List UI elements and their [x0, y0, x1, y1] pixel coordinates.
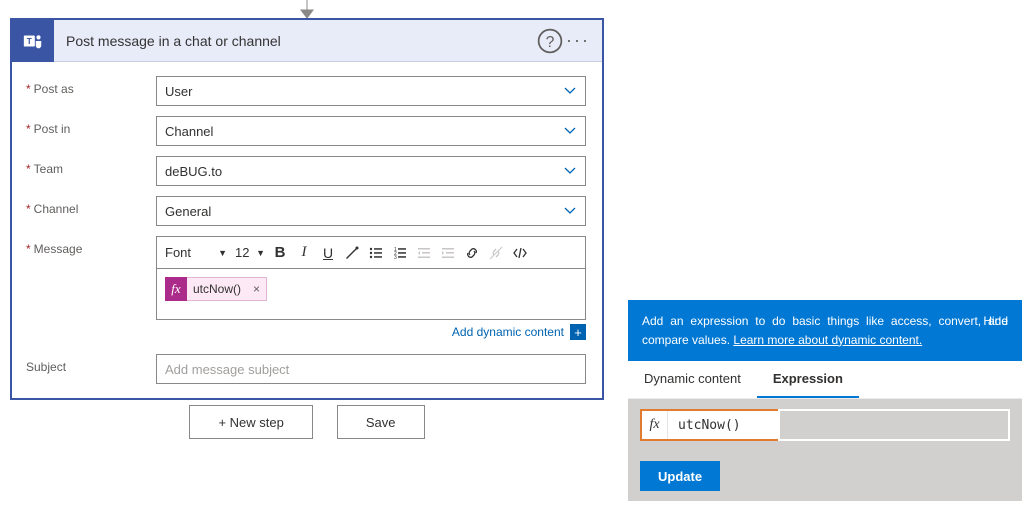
add-badge-icon[interactable]: +	[570, 324, 586, 340]
chevron-down-icon	[563, 124, 577, 138]
remove-token-icon[interactable]: ×	[247, 282, 266, 296]
card-title: Post message in a chat or channel	[54, 33, 536, 49]
select-value: Channel	[165, 124, 213, 139]
new-step-button[interactable]: + New step	[189, 405, 312, 439]
font-dropdown[interactable]: Font▼	[161, 241, 231, 265]
action-card: T Post message in a chat or channel ? ··…	[10, 18, 604, 400]
tab-dynamic-content[interactable]: Dynamic content	[628, 361, 757, 398]
editor-toolbar: Font▼ 12▼ B I U 123	[157, 237, 585, 269]
field-channel: *Channel General	[26, 196, 586, 226]
field-post-as: *Post as User	[26, 76, 586, 106]
expression-panel: Hide Add an expression to do basic thing…	[628, 300, 1022, 501]
fx-icon: fx	[642, 411, 668, 439]
chevron-down-icon	[563, 84, 577, 98]
channel-select[interactable]: General	[156, 196, 586, 226]
field-message: *Message Font▼ 12▼ B I U 123	[26, 236, 586, 344]
bullet-list-button[interactable]	[365, 242, 387, 264]
chevron-down-icon	[563, 164, 577, 178]
underline-button[interactable]: U	[317, 242, 339, 264]
field-label: *Message	[26, 236, 156, 256]
select-value: User	[165, 84, 192, 99]
expression-input[interactable]: fx utcNow()	[640, 409, 780, 441]
svg-text:?: ?	[546, 34, 555, 51]
field-label: Subject	[26, 354, 156, 374]
tab-expression[interactable]: Expression	[757, 361, 859, 398]
link-button[interactable]	[461, 242, 483, 264]
indent-button	[437, 242, 459, 264]
placeholder-text: Add message subject	[165, 362, 289, 377]
dynamic-content-row: Add dynamic content +	[156, 324, 586, 340]
learn-more-link[interactable]: Learn more about dynamic content.	[733, 333, 922, 347]
more-icon[interactable]: ···	[564, 27, 592, 55]
editor-body[interactable]: fx utcNow() ×	[157, 269, 585, 319]
card-body: *Post as User *Post in Channel *Team	[12, 62, 602, 398]
flow-actions: + New step Save	[10, 405, 604, 439]
field-label: *Post as	[26, 76, 156, 96]
italic-button[interactable]: I	[293, 242, 315, 264]
update-button[interactable]: Update	[640, 461, 720, 491]
card-header[interactable]: T Post message in a chat or channel ? ··…	[12, 20, 602, 62]
message-editor: Font▼ 12▼ B I U 123	[156, 236, 586, 320]
field-subject: Subject Add message subject	[26, 354, 586, 384]
svg-text:T: T	[27, 36, 32, 45]
select-value: deBUG.to	[165, 164, 222, 179]
info-text: Add an expression to do basic things lik…	[642, 314, 1008, 347]
bold-button[interactable]: B	[269, 242, 291, 264]
expression-value: utcNow()	[668, 418, 751, 433]
teams-icon: T	[12, 20, 54, 62]
fx-icon: fx	[165, 277, 187, 301]
add-dynamic-content-link[interactable]: Add dynamic content	[452, 325, 564, 339]
field-label: *Post in	[26, 116, 156, 136]
panel-tabs: Dynamic content Expression	[628, 361, 1022, 399]
help-icon[interactable]: ?	[536, 27, 564, 55]
hide-button[interactable]: Hide	[983, 312, 1008, 331]
post-in-select[interactable]: Channel	[156, 116, 586, 146]
svg-text:3: 3	[394, 255, 397, 261]
expression-token[interactable]: fx utcNow() ×	[165, 277, 267, 301]
expression-area: fx utcNow()	[628, 399, 1022, 451]
expression-input-rest[interactable]	[778, 409, 1010, 441]
select-value: General	[165, 204, 211, 219]
unlink-button	[485, 242, 507, 264]
number-list-button[interactable]: 123	[389, 242, 411, 264]
field-team: *Team deBUG.to	[26, 156, 586, 186]
field-post-in: *Post in Channel	[26, 116, 586, 146]
outdent-button	[413, 242, 435, 264]
connector-arrow-icon	[298, 0, 316, 18]
team-select[interactable]: deBUG.to	[156, 156, 586, 186]
token-text: utcNow()	[187, 282, 247, 296]
code-view-button[interactable]	[509, 242, 531, 264]
field-label: *Channel	[26, 196, 156, 216]
post-as-select[interactable]: User	[156, 76, 586, 106]
save-button[interactable]: Save	[337, 405, 425, 439]
panel-info: Hide Add an expression to do basic thing…	[628, 300, 1022, 361]
font-size-dropdown[interactable]: 12▼	[233, 241, 267, 265]
subject-input[interactable]: Add message subject	[156, 354, 586, 384]
chevron-down-icon	[563, 204, 577, 218]
field-label: *Team	[26, 156, 156, 176]
color-button[interactable]	[341, 242, 363, 264]
